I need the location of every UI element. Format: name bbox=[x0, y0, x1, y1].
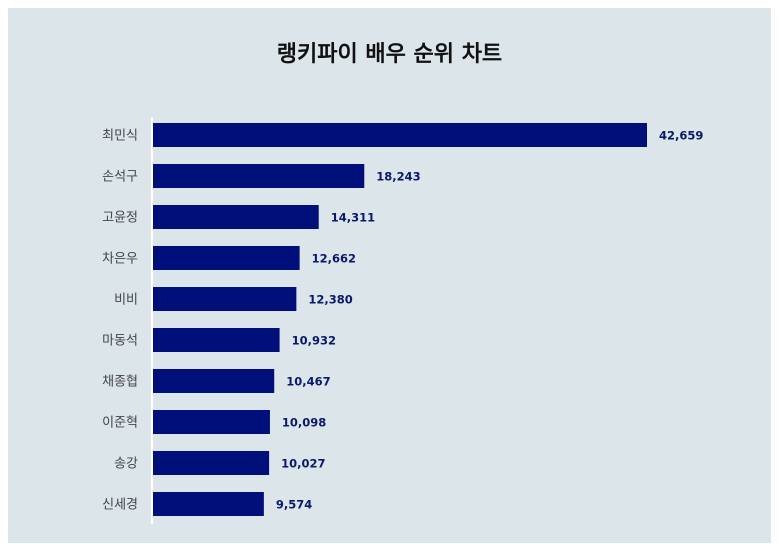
category-label: 손석구 bbox=[102, 170, 138, 185]
value-label: 10,467 bbox=[286, 375, 330, 389]
bar bbox=[153, 287, 297, 311]
bar bbox=[153, 328, 280, 352]
category-label: 송강 bbox=[114, 457, 138, 472]
bar bbox=[153, 246, 300, 270]
bar-series: 최민식 42,659 손석구 18,243 고윤정 14,311 차은우 12,662 비비 12… bbox=[102, 123, 703, 516]
bar bbox=[153, 410, 270, 434]
value-label: 18,243 bbox=[376, 170, 420, 184]
category-label: 비비 bbox=[114, 293, 138, 308]
bar bbox=[153, 369, 275, 393]
chart-title: 랭키파이 배우 순위 차트 bbox=[276, 42, 503, 67]
value-label: 10,098 bbox=[282, 416, 326, 430]
value-label: 10,932 bbox=[292, 334, 336, 348]
category-label: 신세경 bbox=[102, 498, 138, 513]
chart-background bbox=[8, 8, 771, 543]
category-label: 고윤정 bbox=[102, 211, 138, 226]
bar bbox=[153, 164, 365, 188]
value-label: 12,380 bbox=[308, 293, 352, 307]
value-label: 9,574 bbox=[276, 498, 312, 512]
bar bbox=[153, 205, 319, 229]
value-label: 12,662 bbox=[312, 252, 356, 266]
category-label: 이준혁 bbox=[102, 416, 138, 431]
bar bbox=[153, 123, 647, 147]
bar bbox=[153, 492, 264, 516]
bar bbox=[153, 451, 270, 475]
category-label: 차은우 bbox=[102, 252, 138, 267]
value-label: 42,659 bbox=[659, 129, 703, 143]
category-label: 마동석 bbox=[102, 334, 138, 349]
value-label: 14,311 bbox=[331, 211, 375, 225]
category-label: 최민식 bbox=[102, 129, 138, 144]
category-label: 채종협 bbox=[102, 375, 138, 390]
value-label: 10,027 bbox=[281, 457, 325, 471]
